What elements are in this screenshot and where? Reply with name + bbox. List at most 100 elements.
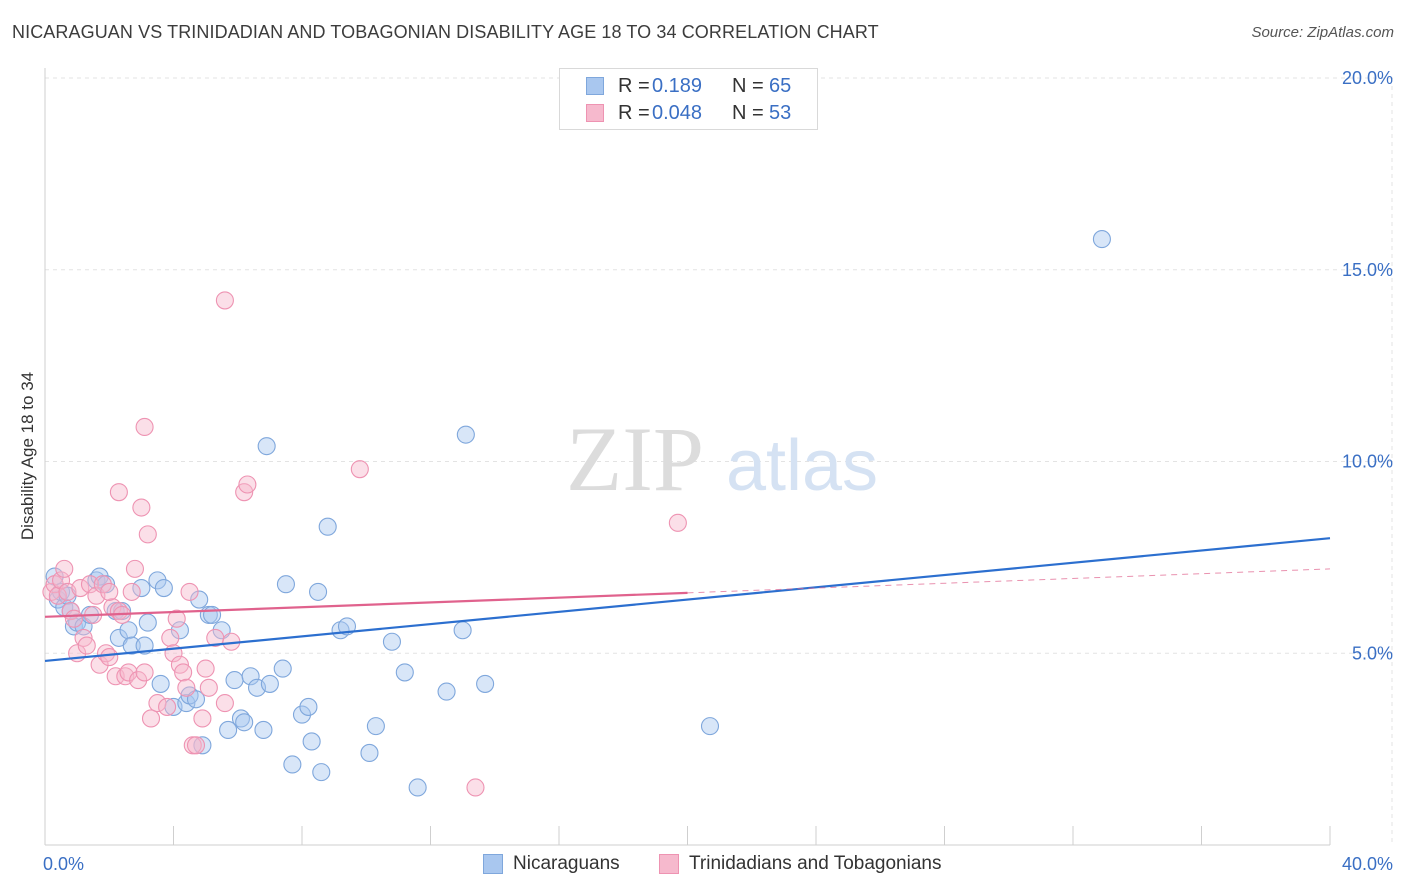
point-trinidadian bbox=[180, 582, 199, 601]
point-trinidadian bbox=[80, 575, 100, 594]
point-trinidadian bbox=[466, 778, 485, 797]
point-nicaraguan bbox=[700, 717, 720, 736]
point-trinidadian bbox=[668, 513, 687, 532]
point-nicaraguan bbox=[456, 425, 475, 444]
point-trinidadian bbox=[141, 709, 161, 728]
point-trinidadian bbox=[93, 575, 112, 594]
point-trinidadian bbox=[129, 671, 148, 690]
watermark-atlas: atlas bbox=[726, 426, 878, 506]
point-nicaraguan bbox=[437, 682, 456, 701]
point-trinidadian bbox=[174, 663, 193, 682]
point-trinidadian bbox=[77, 636, 96, 655]
chart-source: Source: ZipAtlas.com bbox=[1251, 24, 1394, 41]
point-nicaraguan bbox=[135, 636, 154, 655]
bottom-legend-swatch-nicaraguans bbox=[483, 854, 503, 874]
correlation-legend: R = 0.189 N = 65 R = 0.048 N = 53 bbox=[559, 68, 818, 130]
point-trinidadian bbox=[135, 417, 154, 437]
point-nicaraguan bbox=[148, 571, 167, 590]
bottom-legend-label: Nicaraguans bbox=[513, 853, 620, 874]
point-trinidadian bbox=[138, 525, 157, 544]
point-nicaraguan bbox=[138, 613, 157, 632]
point-nicaraguan bbox=[193, 736, 212, 755]
point-nicaraguan bbox=[476, 674, 495, 693]
trend-line-nicaraguans bbox=[44, 537, 1331, 663]
y-tick-label: 5.0% bbox=[1352, 643, 1393, 663]
point-trinidadian bbox=[100, 582, 119, 601]
point-nicaraguan bbox=[302, 732, 321, 751]
y-tick-label: 15.0% bbox=[1342, 260, 1393, 280]
point-nicaraguan bbox=[203, 605, 222, 624]
point-nicaraguan bbox=[260, 674, 279, 693]
point-nicaraguan bbox=[366, 717, 385, 736]
legend-n-label: N = bbox=[732, 102, 764, 124]
point-nicaraguan bbox=[360, 743, 379, 763]
trend-line-trinidadians bbox=[44, 591, 688, 618]
point-trinidadian bbox=[135, 663, 154, 682]
point-trinidadian bbox=[132, 498, 151, 517]
point-nicaraguan bbox=[382, 632, 402, 651]
point-trinidadian bbox=[71, 579, 90, 598]
point-trinidadian bbox=[125, 559, 144, 578]
point-nicaraguan bbox=[119, 621, 138, 640]
point-nicaraguan bbox=[283, 755, 302, 774]
point-nicaraguan bbox=[241, 667, 260, 686]
point-nicaraguan bbox=[235, 713, 254, 732]
point-trinidadian bbox=[238, 475, 257, 494]
legend-n-value: 53 bbox=[769, 102, 792, 124]
point-nicaraguan bbox=[408, 778, 427, 797]
point-trinidadian bbox=[193, 709, 212, 728]
y-axis-label: Disability Age 18 to 34 bbox=[18, 372, 37, 540]
point-nicaraguan bbox=[312, 763, 331, 782]
legend-r-label: R = bbox=[618, 75, 650, 97]
x-tick-label: 0.0% bbox=[43, 854, 84, 874]
bottom-legend-label: Trinidadians and Tobagonians bbox=[689, 853, 942, 874]
point-nicaraguan bbox=[225, 671, 244, 690]
point-nicaraguan bbox=[395, 663, 414, 682]
point-nicaraguan bbox=[276, 575, 295, 594]
point-nicaraguan bbox=[309, 582, 328, 601]
watermark-zip: ZIP bbox=[566, 408, 704, 510]
point-nicaraguan bbox=[292, 705, 312, 724]
legend-swatch-nicaraguans bbox=[586, 77, 604, 95]
point-nicaraguan bbox=[254, 720, 273, 740]
legend-swatch-trinidadians bbox=[586, 104, 604, 122]
x-tick-label: 40.0% bbox=[1342, 854, 1393, 874]
point-trinidadian bbox=[199, 678, 218, 697]
point-nicaraguan bbox=[219, 720, 238, 740]
trend-lines bbox=[44, 537, 1331, 663]
point-nicaraguan bbox=[170, 621, 189, 640]
point-nicaraguan bbox=[190, 590, 209, 609]
legend-n-value: 65 bbox=[769, 75, 792, 97]
point-trinidadian bbox=[186, 736, 206, 755]
point-nicaraguan bbox=[453, 621, 472, 640]
point-trinidadian bbox=[64, 609, 83, 628]
bottom-legend-swatch-trinidadians bbox=[659, 854, 679, 874]
point-nicaraguan bbox=[257, 437, 276, 456]
point-trinidadian bbox=[196, 659, 215, 678]
legend-r-label: R = bbox=[618, 102, 650, 124]
point-trinidadian bbox=[215, 291, 234, 310]
legend-n-label: N = bbox=[732, 75, 764, 97]
point-trinidadian bbox=[122, 582, 141, 601]
point-nicaraguan bbox=[318, 517, 337, 536]
data-points bbox=[42, 230, 1111, 797]
point-trinidadian bbox=[177, 678, 196, 697]
axes bbox=[44, 68, 1331, 846]
y-tick-label: 20.0% bbox=[1342, 68, 1393, 88]
point-trinidadian bbox=[350, 460, 369, 479]
point-trinidadian bbox=[48, 586, 67, 605]
point-trinidadian bbox=[100, 648, 119, 667]
trend-line-trinidadians-extension bbox=[687, 568, 1331, 594]
point-trinidadian bbox=[158, 697, 177, 716]
legend-r-value: 0.048 bbox=[652, 102, 703, 124]
chart-title: NICARAGUAN VS TRINIDADIAN AND TOBAGONIAN… bbox=[12, 22, 879, 42]
point-trinidadian bbox=[119, 663, 138, 682]
point-nicaraguan bbox=[122, 636, 141, 655]
point-nicaraguan bbox=[273, 659, 292, 678]
y-tick-label: 10.0% bbox=[1342, 452, 1393, 472]
point-nicaraguan bbox=[154, 579, 173, 598]
point-trinidadian bbox=[161, 628, 180, 647]
point-trinidadian bbox=[109, 483, 128, 502]
point-nicaraguan bbox=[151, 674, 170, 693]
